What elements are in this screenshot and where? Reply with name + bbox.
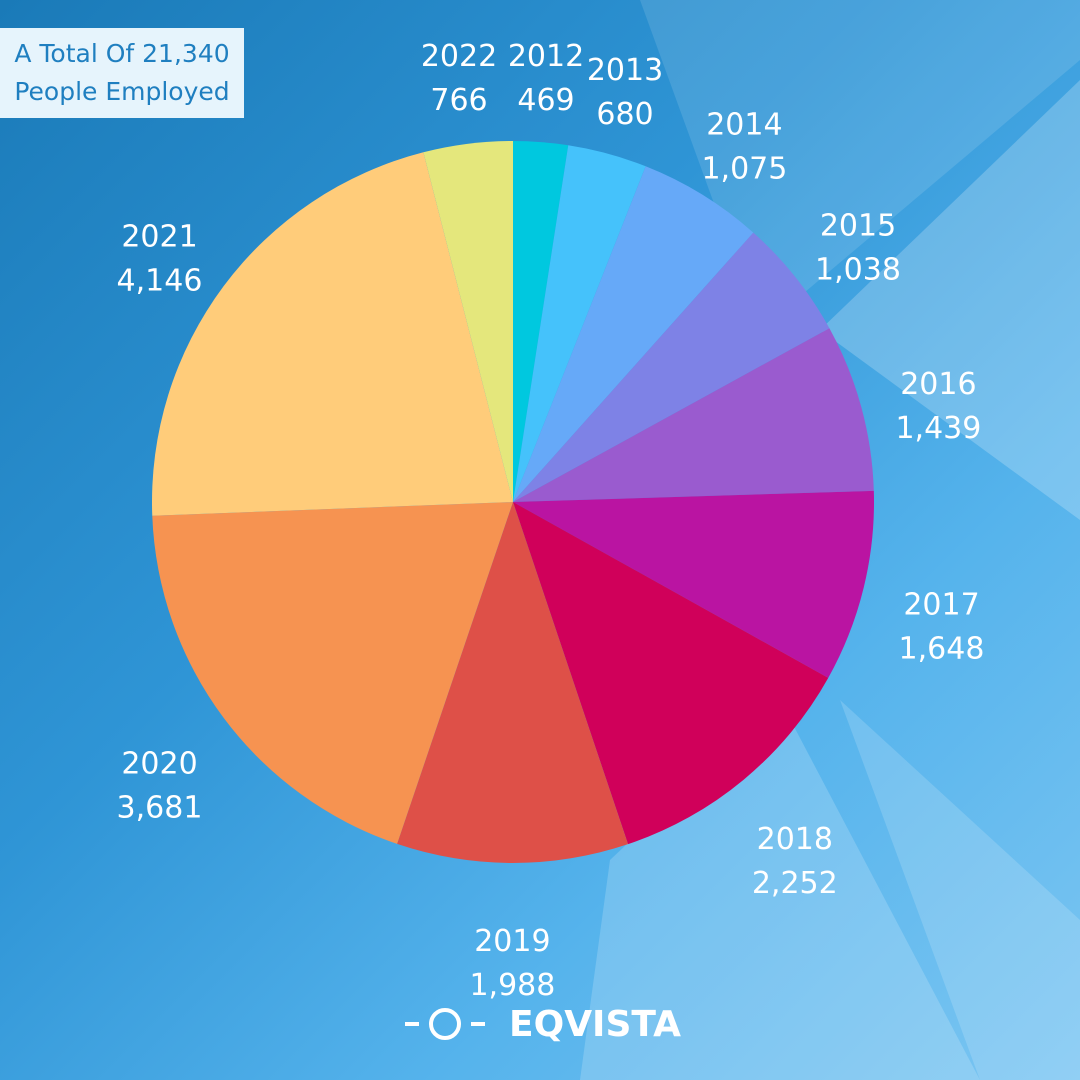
slice-value-2018: 2,252 — [752, 866, 838, 901]
slice-year-2013: 2013 — [587, 53, 663, 88]
pie-slice-2014 — [513, 166, 754, 502]
ring-logo-icon — [429, 1008, 461, 1040]
slice-year-2012: 2012 — [508, 39, 584, 74]
total-employed-line2: People Employed — [14, 77, 230, 106]
slice-value-2020: 3,681 — [117, 791, 203, 826]
slice-value-2022: 766 — [430, 83, 487, 118]
slice-value-2015: 1,038 — [815, 252, 901, 287]
pie-slice-2012 — [513, 141, 569, 502]
pie-slices — [151, 141, 875, 863]
slice-value-2017: 1,648 — [899, 631, 985, 666]
pie-slice-2017 — [513, 490, 875, 678]
slice-value-2016: 1,439 — [895, 411, 981, 446]
logo-dash-right — [471, 1022, 485, 1026]
pie-slice-2018 — [513, 502, 829, 845]
slice-year-2015: 2015 — [820, 208, 896, 243]
pie-labels: 2012 469 2013 680 2014 1,075 2015 1,038 2016 1,43… — [117, 39, 985, 1003]
slice-value-2019: 1,988 — [469, 968, 555, 1003]
pie-slice-2015 — [513, 232, 830, 502]
pie-slice-2013 — [513, 145, 646, 502]
slice-year-2016: 2016 — [900, 367, 976, 402]
logo-dash-left — [405, 1022, 419, 1026]
total-employed-line1: A Total Of 21,340 — [14, 39, 230, 68]
slice-year-2014: 2014 — [706, 108, 782, 143]
slice-value-2012: 469 — [517, 83, 574, 118]
pie-slice-2022 — [423, 141, 513, 502]
brand-name: EQVISTA — [509, 1003, 682, 1045]
slice-year-2020: 2020 — [121, 747, 197, 782]
pie-slice-2016 — [513, 328, 874, 502]
slice-year-2021: 2021 — [121, 219, 197, 254]
pie-slice-2020 — [152, 502, 513, 844]
total-employed-box: A Total Of 21,340 People Employed — [0, 28, 244, 118]
pie-slice-2021 — [151, 152, 513, 516]
slice-year-2019: 2019 — [474, 924, 550, 959]
slice-year-2022: 2022 — [421, 39, 497, 74]
slice-value-2021: 4,146 — [117, 263, 203, 298]
slice-year-2018: 2018 — [757, 822, 833, 857]
slice-value-2013: 680 — [596, 97, 653, 132]
brand-logo: EQVISTA — [405, 996, 681, 1052]
slice-value-2014: 1,075 — [701, 152, 787, 187]
pie-slice-2019 — [397, 502, 629, 863]
slice-year-2017: 2017 — [903, 587, 979, 622]
